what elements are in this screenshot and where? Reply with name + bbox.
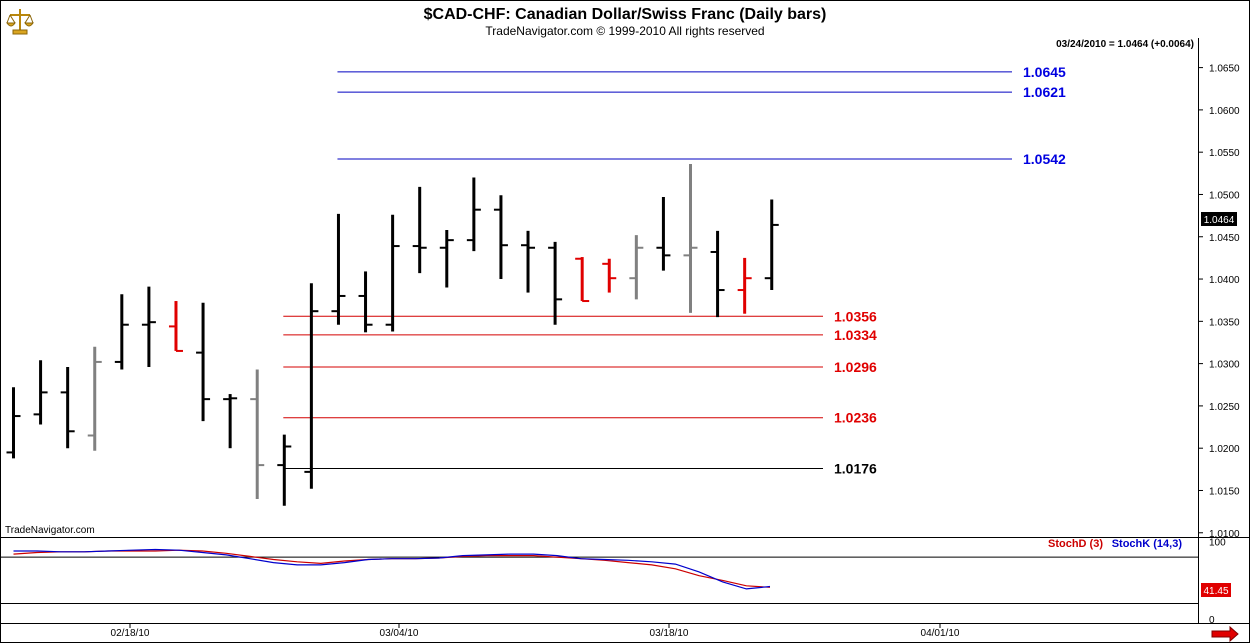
- red-arrow-right-icon[interactable]: [1211, 625, 1239, 643]
- price-tick-label: 1.0200: [1209, 444, 1240, 455]
- price-tick-label: 1.0300: [1209, 360, 1240, 371]
- legend-stochd: StochD (3): [1048, 538, 1103, 550]
- level-label: 1.0621: [1023, 84, 1066, 100]
- date-tick-label: 03/18/10: [650, 628, 689, 639]
- stoch-tick-label: 100: [1209, 538, 1226, 549]
- price-tick-label: 1.0400: [1209, 275, 1240, 286]
- price-tick-label: 1.0100: [1209, 529, 1240, 540]
- quote-readout: 03/24/2010 = 1.0464 (+0.0064): [1056, 39, 1194, 50]
- date-tick-label: 04/01/10: [921, 628, 960, 639]
- last-price-tag: 1.0464: [1204, 215, 1235, 226]
- price-axis-ticks: 1.0650 1.0600 1.0550 1.0500 1.0450 1.0400 1.03…: [1198, 64, 1240, 540]
- chart-title: $CAD-CHF: Canadian Dollar/Swiss Franc (D…: [424, 6, 827, 23]
- date-tick-label: 02/18/10: [111, 628, 150, 639]
- level-label: 1.0236: [834, 410, 877, 426]
- level-label: 1.0356: [834, 308, 877, 324]
- chart-subtitle: TradeNavigator.com © 1999-2010 All right…: [485, 24, 764, 38]
- stoch-value-tag-box: [1201, 583, 1231, 597]
- level-label: 1.0542: [1023, 151, 1066, 167]
- price-tick-label: 1.0350: [1209, 317, 1240, 328]
- level-label: 1.0176: [834, 460, 877, 476]
- stoch-tick-label: 0: [1209, 615, 1215, 626]
- stoch-value-tag: 41.45: [1203, 586, 1228, 597]
- legend-stochk: StochK (14,3): [1112, 538, 1183, 550]
- price-tick-label: 1.0150: [1209, 486, 1240, 497]
- price-tick-label: 1.0650: [1209, 64, 1240, 75]
- watermark-text: TradeNavigator.com: [5, 525, 95, 536]
- price-tick-label: 1.0500: [1209, 190, 1240, 201]
- date-axis: 02/18/10 03/04/10 03/18/10 04/01/10: [111, 623, 960, 639]
- last-price-tag-box: [1201, 212, 1237, 226]
- ohlc-bars: [6, 164, 779, 506]
- stoch-series-stochk: [13, 548, 771, 590]
- level-lines: 1.0645 1.0621 1.0542 1.0356 1.0334 1.0296 1.02…: [283, 64, 1066, 476]
- level-label: 1.0645: [1023, 64, 1066, 80]
- price-tick-label: 1.0550: [1209, 148, 1240, 159]
- trade-navigator-scale-logo-icon[interactable]: [5, 6, 35, 36]
- price-tick-label: 1.0250: [1209, 402, 1240, 413]
- date-tick-label: 03/04/10: [380, 628, 419, 639]
- level-label: 1.0296: [834, 359, 877, 375]
- price-tick-label: 1.0450: [1209, 233, 1240, 244]
- price-tick-label: 1.0600: [1209, 106, 1240, 117]
- stochastic-panel: 100 0: [0, 538, 1226, 626]
- level-label: 1.0334: [834, 327, 877, 343]
